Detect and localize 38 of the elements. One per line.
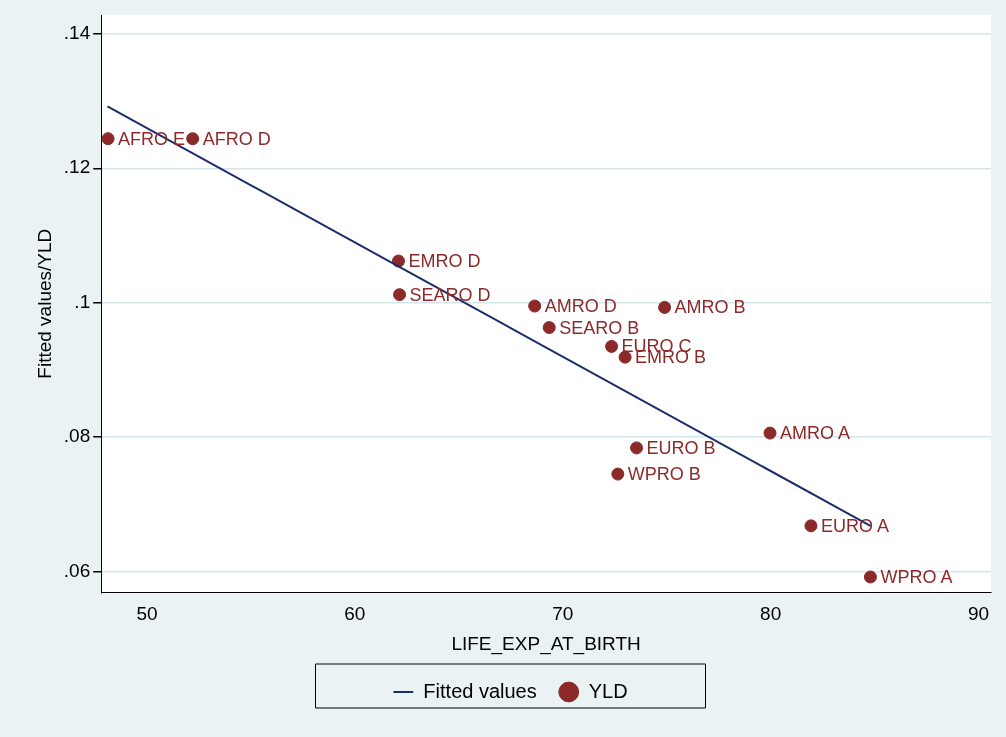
y-tick-label: .14	[63, 22, 91, 44]
y-tick-label: .08	[63, 425, 91, 447]
point	[528, 299, 542, 313]
point	[393, 288, 407, 302]
x-tick-label: 90	[967, 603, 990, 625]
annotation: AMRO D	[544, 296, 617, 317]
x-axis-title: LIFE_EXP_AT_BIRTH	[451, 632, 641, 655]
annotation: AFRO E	[118, 128, 186, 149]
annotation: WPRO A	[880, 566, 953, 587]
point	[863, 570, 877, 584]
annotation: AFRO D	[202, 128, 271, 149]
point	[618, 350, 632, 364]
x-tick-label: 80	[760, 603, 782, 625]
point	[658, 300, 672, 314]
x-tick-label: 70	[552, 603, 574, 625]
annotation: AMRO B	[674, 297, 746, 318]
y-axis-title: Fitted values/YLD	[33, 228, 55, 379]
legend-label: Fitted values	[423, 679, 537, 702]
point	[542, 321, 556, 335]
x-tick-label: 50	[136, 603, 158, 625]
point	[101, 132, 115, 146]
point	[804, 519, 818, 533]
point	[186, 132, 200, 146]
annotation: WPRO B	[627, 464, 701, 485]
annotation: EURO A	[820, 515, 889, 536]
annotation: AMRO A	[780, 423, 851, 444]
annotation: SEARO B	[559, 317, 640, 338]
y-tick-label: .06	[63, 559, 91, 581]
y-tick-label: .12	[63, 156, 91, 178]
y-tick-label: .1	[74, 290, 91, 312]
annotation: EURO B	[646, 437, 716, 458]
x-tick-label: 60	[344, 603, 366, 625]
point	[605, 339, 619, 353]
point	[630, 441, 644, 455]
point	[611, 467, 625, 481]
annotation: EMRO D	[408, 250, 481, 271]
point	[763, 426, 777, 440]
legend-label: YLD	[588, 679, 628, 702]
